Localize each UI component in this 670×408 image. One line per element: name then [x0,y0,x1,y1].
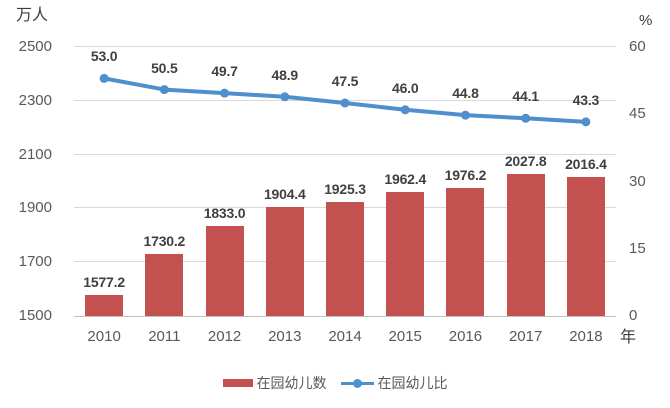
y-axis-left-tick-label: 2300 [18,91,52,109]
x-axis-category-label: 2015 [388,328,422,345]
line-point-marker [99,73,109,83]
bar-value-label: 2027.8 [504,153,547,170]
y-axis-right-tick-label: 60 [629,38,646,55]
bar [326,201,364,316]
line-point-marker [521,113,531,123]
y-axis-left-tick-label: 1900 [18,199,52,217]
gridline [74,46,616,47]
bar-value-label: 1976.2 [444,166,487,183]
bar-value-label: 1962.4 [384,170,427,187]
line-series-swatch [340,378,374,388]
x-axis-category-label: 2010 [87,328,121,345]
line-value-label: 46.0 [391,79,419,96]
bar-value-label: 1925.3 [324,180,366,197]
bar [85,295,124,316]
line-point-marker [400,105,410,115]
legend: 在园幼儿数 在园幼儿比 [0,371,670,395]
y-axis-left-tick-label: 2500 [18,38,52,55]
y-axis-left-tick-label: 1700 [18,253,52,271]
x-axis-category-label: 2012 [207,328,242,345]
legend-item-bar-series: 在园幼儿数 [222,374,327,392]
bar-value-label: 1577.2 [83,274,125,291]
legend-label-bar-series: 在园幼儿数 [256,375,327,391]
bar-value-label: 1833.0 [203,205,246,222]
bar [205,226,244,316]
bar [566,177,605,316]
x-axis-category-label: 2016 [448,328,483,345]
bar [506,174,545,316]
gridline [74,316,616,317]
x-axis-unit-label: 年 [620,329,637,346]
legend-item-line-series: 在园幼儿比 [340,374,448,392]
y-axis-left-tick-label: 1500 [18,307,52,324]
bar [145,254,184,316]
bar [386,191,425,316]
line-value-label: 44.1 [512,88,539,105]
y-axis-right-tick-label: 15 [629,239,646,257]
line-swatch-marker-dot [352,378,362,388]
x-axis-category-label: 2011 [148,328,181,345]
line-point-marker [581,117,591,127]
line-value-label: 48.9 [271,66,299,83]
line-value-label: 53.0 [90,48,118,65]
gridline [74,154,616,155]
legend-label-line-series: 在园幼儿比 [377,375,448,391]
y-axis-left-tick-label: 2100 [18,145,52,163]
line-value-label: 50.5 [151,59,178,76]
y-axis-right-tick-label: 30 [629,172,646,190]
x-axis-category-label: 2017 [508,328,543,345]
left-axis-unit-label: 万人 [16,7,49,24]
bar [265,207,304,316]
line-point-marker [159,85,169,95]
line-value-label: 49.7 [211,63,238,80]
line-point-marker [460,110,470,120]
line-value-label: 47.5 [331,73,359,90]
line-point-marker [220,88,230,98]
line-point-marker [340,98,350,108]
right-axis-unit-label: % [639,12,653,29]
bar-value-label: 2016.4 [565,156,607,173]
bar-series-swatch [222,379,253,387]
line-point-marker [280,92,290,102]
line-value-label: 44.8 [452,85,479,102]
y-axis-right-tick-label: 0 [629,307,638,324]
x-axis-category-label: 2013 [268,328,302,345]
y-axis-right-tick-label: 45 [629,105,646,123]
bar-value-label: 1904.4 [263,186,306,203]
x-axis-category-label: 2018 [569,328,603,345]
bar [446,187,485,316]
x-axis-category-label: 2014 [328,328,362,345]
bar-value-label: 1730.2 [143,233,186,250]
line-value-label: 43.3 [572,91,600,108]
